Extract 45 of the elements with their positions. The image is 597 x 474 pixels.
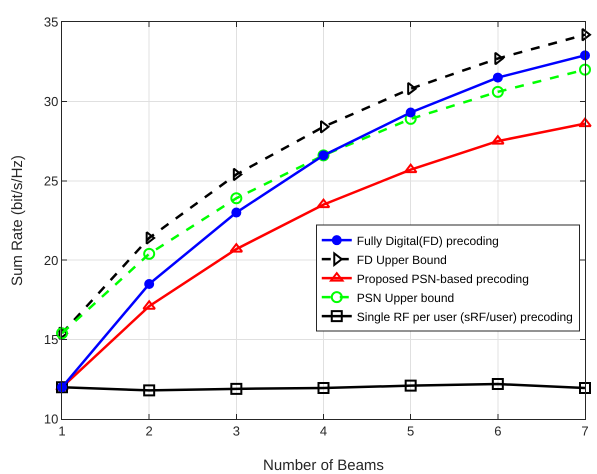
y-tick-label: 35: [44, 14, 58, 30]
x-tick-label: 5: [407, 424, 414, 439]
point: [579, 64, 591, 76]
x-tick-label: 3: [232, 424, 240, 439]
y-tick-label: 10: [44, 412, 58, 427]
point: [406, 108, 416, 118]
point: [316, 198, 330, 208]
x-tick-label: 6: [494, 424, 502, 439]
point: [492, 86, 504, 98]
point: [142, 300, 156, 310]
x-tick-label: 4: [320, 424, 328, 439]
point: [407, 82, 417, 96]
point: [491, 135, 505, 145]
y-tick-label: 20: [44, 252, 58, 268]
legend-label: Fully Digital(FD) precoding: [356, 234, 499, 248]
point: [230, 382, 242, 395]
x-tick-label: 1: [58, 424, 66, 439]
x-tick-label: 2: [146, 424, 153, 439]
point: [143, 384, 156, 396]
point: [579, 382, 591, 394]
point: [318, 382, 330, 394]
point: [404, 380, 417, 392]
point: [232, 168, 242, 182]
point: [578, 118, 592, 128]
point: [492, 72, 503, 83]
y-axis-title: Sum Rate (bit/s/Hz): [9, 155, 26, 286]
point: [492, 378, 504, 390]
point: [146, 231, 156, 245]
point: [230, 243, 244, 253]
point: [231, 208, 242, 218]
y-tick-label: 25: [44, 173, 58, 188]
x-axis-title: Number of Beams: [263, 457, 384, 474]
x-tick-label: 7: [581, 424, 589, 439]
legend-label: PSN Upper bound: [356, 290, 454, 305]
point: [144, 279, 154, 290]
point: [56, 327, 68, 340]
legend-label: FD Upper Bound: [356, 252, 447, 267]
point: [230, 192, 242, 204]
y-tick-label: 15: [44, 332, 58, 348]
point: [494, 52, 504, 66]
point: [404, 164, 418, 174]
y-tick-label: 30: [44, 94, 58, 109]
legend-label: Single RF per user (sRF/user) precoding: [356, 310, 573, 324]
point: [143, 248, 156, 260]
legend-label: Proposed PSN-based precoding: [356, 272, 529, 286]
